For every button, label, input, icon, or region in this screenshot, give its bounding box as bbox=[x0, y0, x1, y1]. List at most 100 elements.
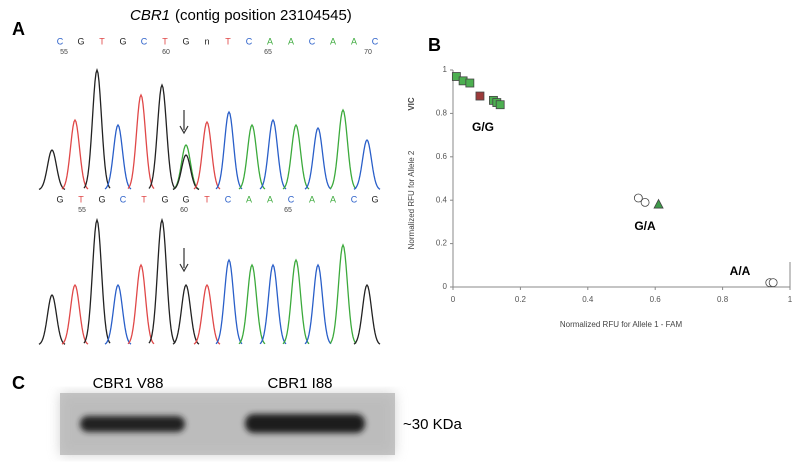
y-axis-label-extra: VIC bbox=[407, 97, 416, 111]
chromatogram bbox=[38, 67, 381, 345]
base-letter: C bbox=[309, 36, 316, 46]
position-number: 65 bbox=[284, 207, 292, 214]
genotype-label: G/G bbox=[472, 120, 494, 134]
trace-peak bbox=[172, 144, 200, 190]
trace-peak bbox=[83, 67, 111, 189]
point bbox=[640, 197, 650, 207]
band bbox=[80, 416, 185, 432]
trace-peak bbox=[172, 154, 200, 191]
lane-label: CBR1 I88 bbox=[267, 375, 332, 392]
arrow-head bbox=[179, 125, 189, 135]
trace-peak bbox=[148, 83, 176, 189]
y-tick-label: 0.8 bbox=[436, 109, 448, 118]
position-number: 55 bbox=[78, 207, 86, 214]
band bbox=[245, 414, 365, 433]
base-letter: A bbox=[246, 194, 252, 204]
y-tick-label: 0.4 bbox=[436, 195, 448, 204]
genotype-label: A/A bbox=[730, 264, 751, 278]
base-letter: C bbox=[225, 194, 232, 204]
panel-title: (contig position 23104545) bbox=[175, 7, 352, 24]
trace-peak bbox=[61, 283, 89, 345]
base-letter: C bbox=[57, 36, 64, 46]
base-letter: n bbox=[204, 36, 209, 46]
base-letter: G bbox=[371, 194, 378, 204]
gene-name: CBR1 bbox=[130, 7, 170, 24]
point bbox=[475, 91, 485, 101]
trace-peak bbox=[353, 283, 381, 345]
trace-peak bbox=[104, 123, 132, 190]
trace-peak bbox=[259, 263, 287, 345]
x-tick-label: 0.6 bbox=[650, 295, 662, 304]
trace-peak bbox=[38, 149, 66, 190]
panel-letter: C bbox=[12, 373, 25, 393]
y-tick-label: 0.6 bbox=[436, 152, 448, 161]
trace-peak bbox=[238, 263, 266, 345]
base-letter: G bbox=[182, 194, 189, 204]
panel-letter: A bbox=[12, 19, 25, 39]
point bbox=[495, 100, 505, 110]
base-letter: G bbox=[182, 36, 189, 46]
trace-peak bbox=[304, 126, 332, 190]
trace-peak bbox=[215, 110, 243, 190]
trace-peak bbox=[127, 263, 155, 345]
base-letter: A bbox=[309, 194, 315, 204]
base-letter: G bbox=[77, 36, 84, 46]
base-letter: G bbox=[56, 194, 63, 204]
y-tick-label: 0.2 bbox=[436, 239, 448, 248]
trace-peak bbox=[127, 93, 155, 190]
trace-peak bbox=[282, 123, 310, 190]
base-letter: G bbox=[161, 194, 168, 204]
trace-peak bbox=[104, 283, 132, 345]
panel-letter: B bbox=[428, 35, 441, 55]
base-letter: T bbox=[141, 194, 147, 204]
trace-peak bbox=[353, 138, 381, 190]
base-letter: C bbox=[351, 194, 358, 204]
y-axis-label: Normalized RFU for Allele 2 bbox=[407, 150, 416, 249]
trace-peak bbox=[282, 258, 310, 345]
trace-peak bbox=[148, 217, 176, 344]
base-letter: C bbox=[288, 194, 295, 204]
base-letter: A bbox=[330, 36, 336, 46]
point bbox=[768, 278, 778, 288]
trace-peak bbox=[193, 283, 221, 345]
trace-peak bbox=[215, 258, 243, 345]
x-axis-label: Normalized RFU for Allele 1 - FAM bbox=[560, 320, 683, 329]
trace-peak bbox=[304, 263, 332, 345]
y-tick-label: 0 bbox=[443, 282, 448, 291]
y-tick-label: 1 bbox=[443, 65, 448, 74]
base-letter: G bbox=[119, 36, 126, 46]
x-tick-label: 0.2 bbox=[515, 295, 527, 304]
trace-peak bbox=[329, 243, 357, 344]
trace-peak bbox=[61, 118, 89, 190]
x-tick-label: 1 bbox=[788, 295, 793, 304]
base-letter: T bbox=[78, 194, 84, 204]
position-number: 55 bbox=[60, 49, 68, 56]
base-letter: G bbox=[98, 194, 105, 204]
base-letter: A bbox=[267, 194, 273, 204]
base-letter: A bbox=[288, 36, 294, 46]
size-label: ~30 KDa bbox=[403, 416, 462, 433]
trace-peak bbox=[329, 108, 357, 190]
base-letter: C bbox=[372, 36, 379, 46]
x-tick-label: 0.4 bbox=[582, 295, 594, 304]
arrow-head bbox=[179, 263, 189, 273]
point bbox=[653, 198, 664, 209]
position-number: 65 bbox=[264, 49, 272, 56]
base-letter: A bbox=[351, 36, 357, 46]
trace-peak bbox=[193, 120, 221, 190]
x-tick-label: 0 bbox=[451, 295, 456, 304]
position-number: 70 bbox=[364, 49, 372, 56]
point bbox=[633, 193, 643, 203]
trace-peak bbox=[238, 123, 266, 190]
base-letter: T bbox=[225, 36, 231, 46]
trace-peak bbox=[172, 283, 200, 345]
base-letter: C bbox=[141, 36, 148, 46]
base-letter: T bbox=[204, 194, 210, 204]
base-letter: C bbox=[246, 36, 253, 46]
base-letter: T bbox=[99, 36, 105, 46]
lane-label: CBR1 V88 bbox=[93, 375, 164, 392]
trace-peak bbox=[83, 217, 111, 344]
point bbox=[465, 78, 475, 88]
position-number: 60 bbox=[162, 49, 170, 56]
